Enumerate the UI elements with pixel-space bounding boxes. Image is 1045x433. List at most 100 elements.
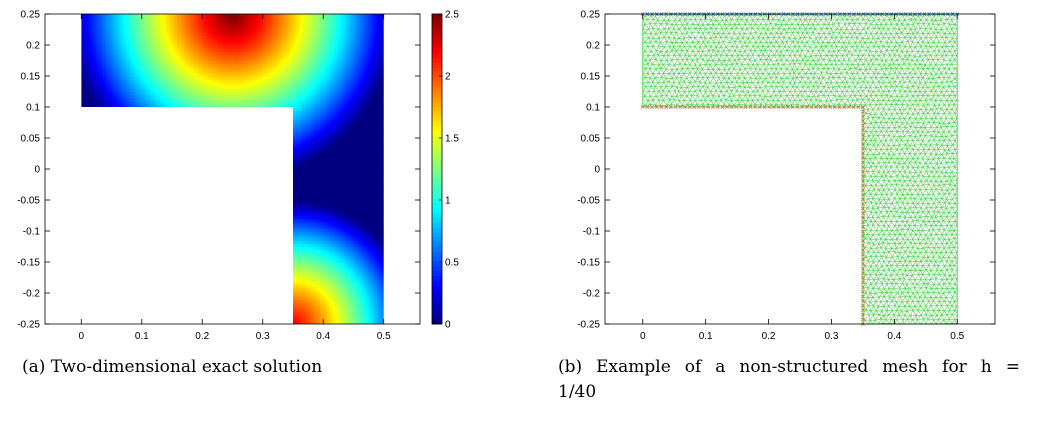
field-cell [178,60,182,65]
field-cell [299,128,303,133]
field-cell [377,138,382,142]
field-cell [153,17,158,21]
field-cell [96,38,101,43]
field-cell [317,293,321,297]
field-cell [241,32,246,37]
field-cell [286,79,291,83]
field-cell [111,100,116,105]
field-cell [117,100,122,105]
field-cell [335,150,339,155]
field-cell [253,45,258,49]
field-cell [302,181,306,186]
field-cell [377,221,382,226]
field-cell [314,29,318,34]
field-cell [253,63,258,68]
field-cell [296,153,300,158]
field-cell [187,72,191,77]
field-cell [259,41,264,46]
field-cell [90,26,94,31]
field-cell [271,60,276,65]
field-cell [365,231,370,235]
field-cell [111,45,116,49]
field-cell [332,138,336,142]
field-cell [108,100,113,105]
field-cell [129,103,134,108]
field-cell [323,196,327,201]
field-cell [338,262,342,266]
field-cell [232,103,237,108]
field-cell [377,237,382,241]
field-cell [223,51,228,55]
field-cell [299,240,303,244]
field-cell [335,29,339,34]
field-cell [162,38,167,43]
field-cell [305,35,309,40]
field-cell [120,41,125,46]
field-cell [214,41,218,46]
field-cell [271,54,276,58]
field-cell [308,280,312,285]
field-cell [120,69,125,74]
field-cell [320,200,324,204]
field-cell [371,144,376,148]
field-cell [117,76,122,80]
field-cell [341,54,345,58]
field-cell [362,60,367,65]
field-cell [311,286,315,291]
field-cell [320,128,324,133]
field-cell [344,246,349,251]
field-cell [111,97,116,102]
field-cell [226,32,231,37]
field-cell [308,314,312,319]
field-cell [365,100,370,105]
field-cell [247,45,252,49]
field-cell [344,231,349,235]
field-cell [196,38,200,43]
field-cell [120,57,125,62]
field-cell [292,206,297,210]
field-cell [102,45,107,49]
field-cell [320,169,324,173]
field-cell [217,79,221,83]
field-cell [356,255,361,260]
field-cell [374,144,379,148]
field-cell [299,29,303,34]
field-cell [308,243,312,248]
field-cell [329,48,333,52]
field-cell [250,82,255,86]
field-cell [362,262,367,266]
field-cell [277,23,282,27]
field-cell [114,60,119,65]
field-cell [223,103,228,108]
field-cell [265,23,270,27]
field-cell [347,296,352,300]
field-cell [311,283,315,288]
field-cell [262,72,267,77]
field-cell [296,69,300,74]
field-cell [217,35,221,40]
field-cell [165,66,170,71]
field-cell [326,184,330,189]
field-cell [326,156,330,161]
field-cell [256,57,261,62]
field-cell [320,296,324,300]
field-cell [335,69,339,74]
field-cell [156,88,161,93]
field-cell [332,308,336,313]
field-cell [289,97,294,102]
field-cell [377,311,382,316]
field-cell [274,20,279,24]
field-cell [181,23,185,27]
field-cell [144,20,149,24]
field-cell [90,38,94,43]
field-cell [132,100,137,105]
field-cell [320,234,324,238]
field-cell [362,203,367,207]
field-cell [241,100,246,105]
field-cell [114,20,119,24]
field-cell [338,221,342,226]
field-cell [353,302,358,306]
field-cell [332,240,336,244]
field-cell [356,258,361,263]
field-cell [117,103,122,108]
